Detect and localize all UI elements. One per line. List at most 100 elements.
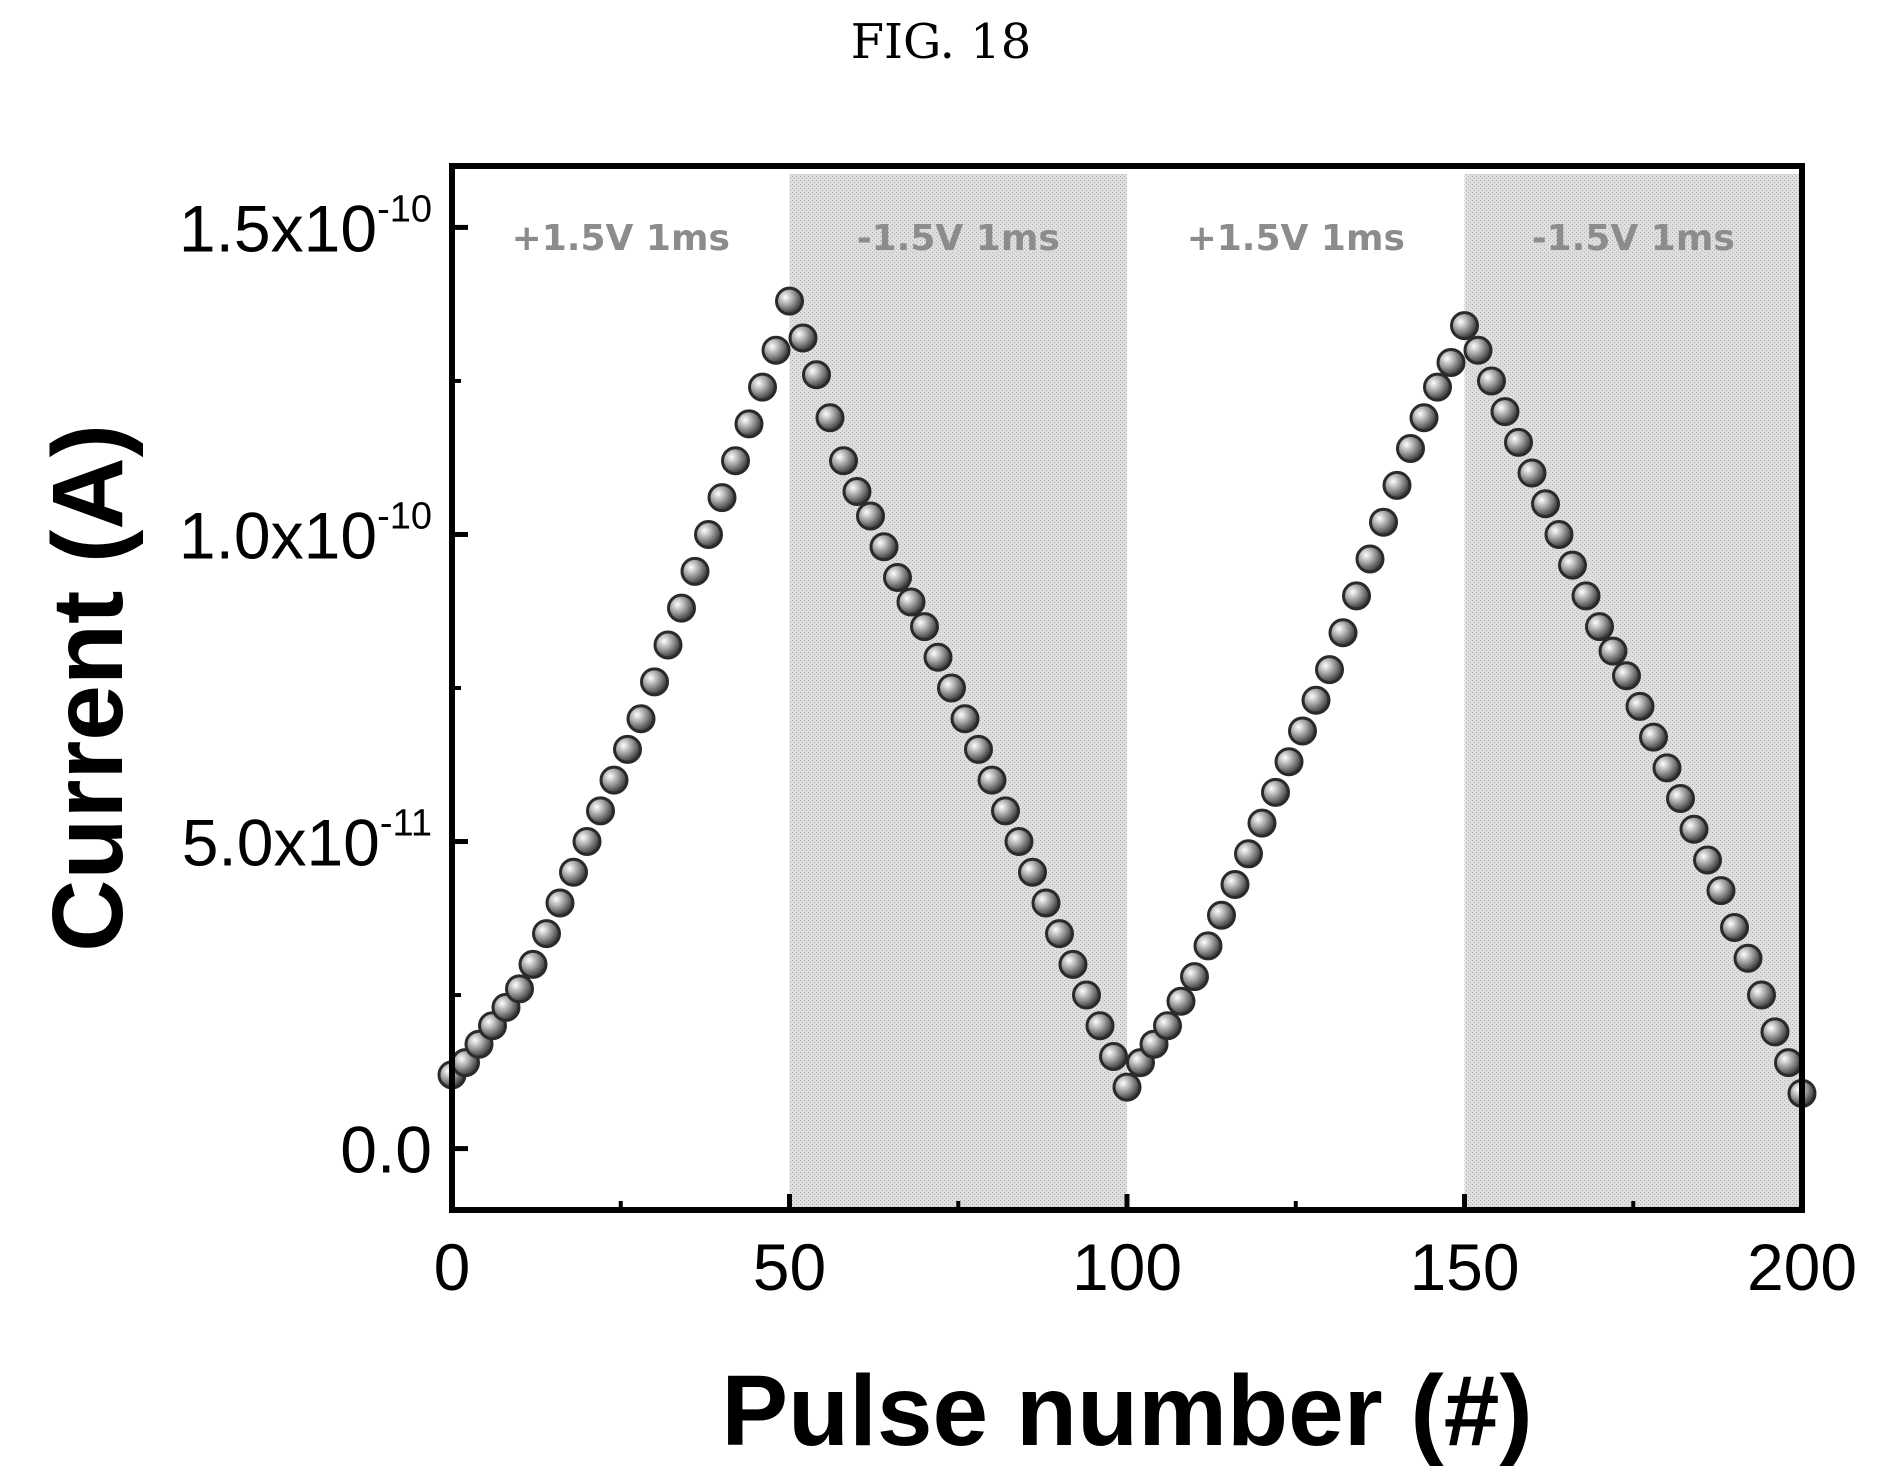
data-point	[640, 667, 669, 697]
data-point	[829, 446, 858, 476]
data-point	[1585, 612, 1614, 642]
data-point	[815, 403, 845, 433]
data-point	[1504, 427, 1533, 457]
data-point	[964, 734, 993, 764]
data-point	[1193, 931, 1223, 961]
data-point	[1450, 311, 1479, 341]
data-point	[599, 765, 629, 795]
y-axis-ticks: 0.0 5.0x10-11 1.0x10-10 1.5x10-10	[179, 188, 468, 1187]
pulse-regions	[789, 174, 1802, 1210]
data-point	[1072, 980, 1101, 1010]
x-tick-label: 0	[434, 1230, 471, 1304]
data-point	[1706, 876, 1736, 906]
data-point	[1409, 403, 1439, 433]
data-point	[667, 593, 696, 623]
data-point	[1639, 722, 1668, 752]
data-point	[1774, 1048, 1803, 1078]
data-point	[1436, 348, 1466, 378]
data-point	[883, 562, 912, 592]
data-point	[1733, 943, 1763, 973]
data-point	[1760, 1017, 1790, 1047]
data-point	[950, 704, 980, 734]
x-tick-label: 50	[753, 1230, 826, 1304]
data-point	[586, 796, 615, 826]
data-point	[1058, 949, 1088, 979]
y-tick-label: 0.0	[340, 1113, 432, 1187]
data-point	[1463, 335, 1493, 365]
data-point	[1045, 919, 1074, 949]
data-point	[1031, 888, 1061, 918]
data-point	[1207, 900, 1236, 930]
region-labels: +1.5V 1ms -1.5V 1ms +1.5V 1ms -1.5V 1ms	[512, 218, 1735, 259]
data-point	[1747, 980, 1776, 1010]
region-label-2: +1.5V 1ms	[1187, 218, 1405, 259]
data-point	[1652, 753, 1682, 783]
data-point	[1018, 857, 1047, 887]
data-point	[1342, 581, 1371, 611]
data-point	[545, 888, 575, 918]
figure-title: FIG. 18	[851, 14, 1032, 70]
data-point	[721, 446, 750, 476]
data-point	[1004, 827, 1034, 857]
data-point	[613, 734, 642, 764]
data-point	[734, 409, 764, 439]
data-point	[1382, 470, 1412, 500]
data-point	[1477, 366, 1506, 396]
data-point	[1558, 550, 1587, 580]
data-point	[626, 704, 656, 734]
data-point	[1571, 581, 1601, 611]
x-tick-label: 200	[1747, 1230, 1857, 1304]
data-point	[1085, 1011, 1115, 1041]
data-point	[1679, 814, 1709, 844]
data-point	[977, 765, 1007, 795]
data-point	[1288, 716, 1317, 746]
data-point	[653, 630, 683, 660]
region-label-3: -1.5V 1ms	[1532, 218, 1735, 259]
data-point	[937, 673, 966, 703]
data-point	[1261, 777, 1290, 807]
data-point	[572, 827, 602, 857]
data-point	[1720, 913, 1749, 943]
data-point	[1625, 691, 1655, 721]
y-axis-title: Current (A)	[32, 424, 144, 952]
data-point	[802, 360, 831, 390]
data-point	[1247, 808, 1277, 838]
data-point	[1301, 685, 1331, 715]
shaded-region-3	[1464, 174, 1802, 1210]
data-point	[1490, 397, 1520, 427]
data-point	[1153, 1011, 1182, 1041]
data-point	[869, 532, 899, 562]
data-point	[842, 476, 872, 506]
data-point	[761, 335, 791, 365]
data-point	[1274, 747, 1304, 777]
data-point	[680, 556, 710, 586]
data-point	[1598, 636, 1628, 666]
y-tick-label: 1.0x10-10	[179, 495, 432, 572]
data-point	[505, 974, 534, 1004]
data-point	[1531, 489, 1560, 519]
data-point	[1396, 433, 1425, 463]
data-point	[707, 483, 737, 513]
data-point	[910, 612, 939, 642]
data-point	[1112, 1072, 1142, 1102]
data-point	[1544, 519, 1574, 549]
x-axis-title: Pulse number (#)	[721, 1355, 1532, 1467]
data-point	[694, 519, 723, 549]
y-tick-label: 5.0x10-11	[182, 803, 432, 880]
data-point	[518, 949, 548, 979]
data-point	[748, 372, 777, 402]
data-point	[1369, 507, 1398, 537]
data-point	[1099, 1041, 1128, 1071]
data-point	[1220, 870, 1250, 900]
data-point	[896, 587, 926, 617]
data-point	[788, 323, 818, 353]
data-point	[1693, 845, 1722, 875]
data-point	[1234, 839, 1263, 869]
data-point	[1666, 784, 1695, 814]
data-point	[1355, 544, 1385, 574]
data-point	[991, 796, 1020, 826]
y-tick-label: 1.5x10-10	[179, 188, 432, 265]
region-label-1: -1.5V 1ms	[857, 218, 1060, 259]
x-tick-label: 100	[1072, 1230, 1182, 1304]
